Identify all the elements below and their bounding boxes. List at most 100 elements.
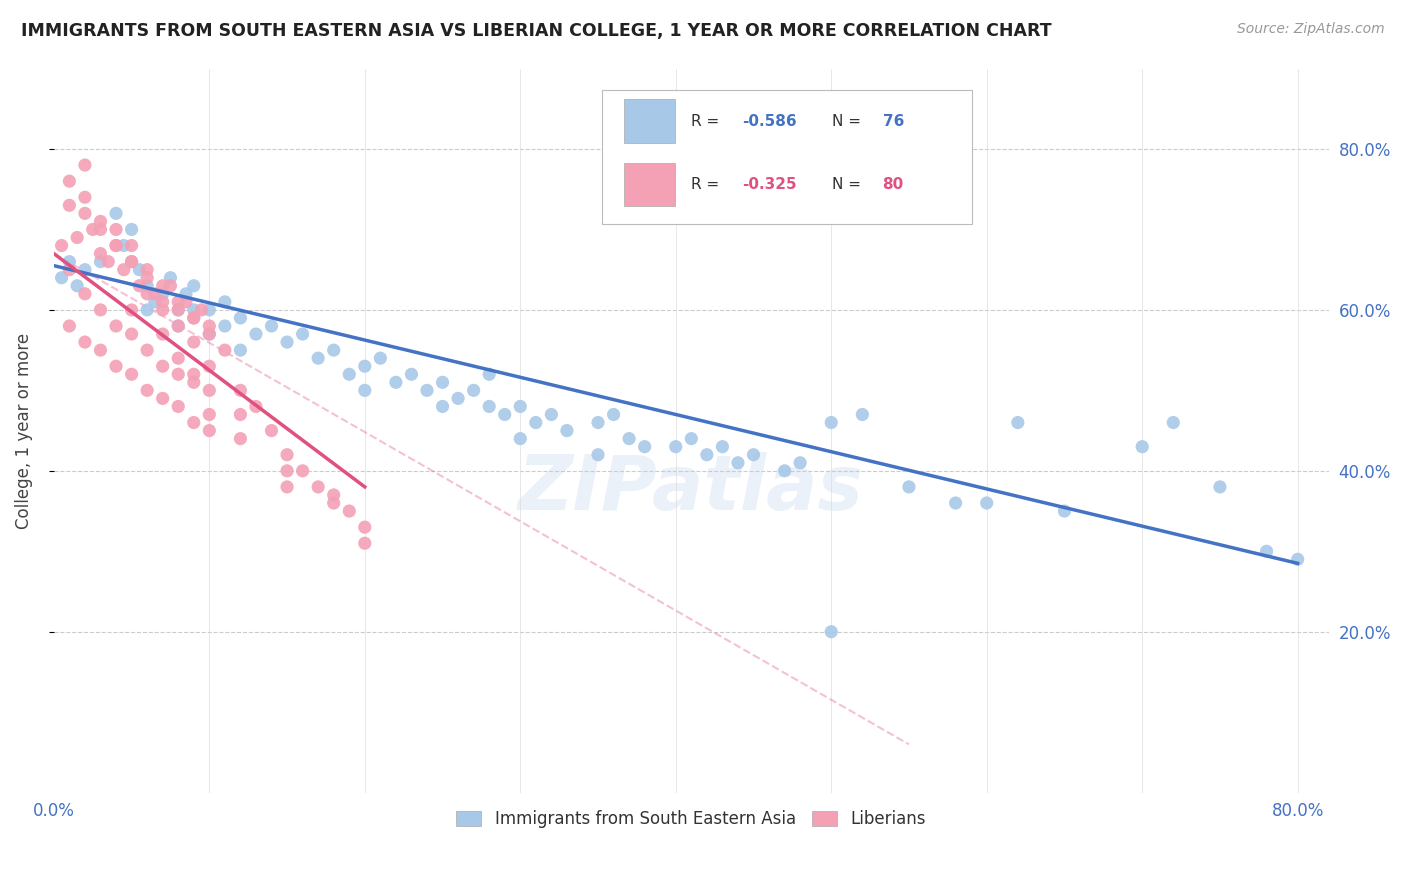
Point [198, 384, 221, 398]
Point [555, 424, 578, 438]
Point [136, 262, 159, 277]
Point [401, 368, 423, 382]
Point [73, 158, 96, 172]
Text: IMMIGRANTS FROM SOUTH EASTERN ASIA VS LIBERIAN COLLEGE, 1 YEAR OR MORE CORRELATI: IMMIGRANTS FROM SOUTH EASTERN ASIA VS LI… [21, 22, 1052, 40]
Point [198, 318, 221, 333]
Point [337, 368, 360, 382]
Point [696, 448, 718, 462]
Point [89, 214, 111, 228]
Point [276, 334, 298, 349]
Point [353, 536, 375, 550]
Point [89, 246, 111, 260]
Point [245, 400, 267, 414]
Point [89, 254, 111, 268]
Point [105, 206, 128, 220]
Point [89, 343, 111, 358]
Point [112, 238, 135, 252]
Point [524, 416, 547, 430]
Point [773, 464, 796, 478]
Point [1161, 416, 1184, 430]
Point [540, 408, 562, 422]
FancyBboxPatch shape [624, 162, 675, 206]
Point [337, 504, 360, 518]
Text: R =: R = [692, 177, 724, 192]
Point [73, 206, 96, 220]
Point [136, 278, 159, 293]
Point [136, 343, 159, 358]
Point [198, 326, 221, 341]
Point [143, 286, 166, 301]
Point [478, 368, 501, 382]
Point [73, 190, 96, 204]
Point [167, 294, 190, 309]
Point [73, 262, 96, 277]
Point [121, 326, 143, 341]
Point [152, 326, 174, 341]
Point [463, 384, 485, 398]
Point [820, 416, 842, 430]
Point [291, 464, 314, 478]
Point [727, 456, 749, 470]
Point [1209, 480, 1232, 494]
Point [174, 294, 197, 309]
Point [152, 278, 174, 293]
Point [478, 400, 501, 414]
Point [183, 278, 205, 293]
Point [229, 310, 252, 325]
Point [198, 408, 221, 422]
Point [136, 302, 159, 317]
Point [214, 294, 236, 309]
Point [73, 286, 96, 301]
Point [136, 384, 159, 398]
Point [665, 440, 688, 454]
Point [152, 392, 174, 406]
Point [634, 440, 657, 454]
Point [183, 302, 205, 317]
Point [229, 408, 252, 422]
Point [198, 424, 221, 438]
Point [97, 254, 120, 268]
Point [276, 480, 298, 494]
Point [183, 310, 205, 325]
Text: 80: 80 [883, 177, 904, 192]
Point [167, 368, 190, 382]
Point [711, 440, 734, 454]
Point [322, 496, 344, 510]
Point [159, 278, 181, 293]
Point [432, 400, 454, 414]
Point [66, 230, 89, 244]
Point [976, 496, 998, 510]
Point [820, 624, 842, 639]
Point [322, 488, 344, 502]
Point [105, 359, 128, 374]
Text: R =: R = [692, 113, 724, 128]
Point [121, 238, 143, 252]
FancyBboxPatch shape [602, 90, 972, 224]
Text: Source: ZipAtlas.com: Source: ZipAtlas.com [1237, 22, 1385, 37]
Point [136, 286, 159, 301]
Point [105, 238, 128, 252]
Point [190, 302, 212, 317]
Point [51, 270, 73, 285]
Text: N =: N = [831, 113, 866, 128]
Point [121, 368, 143, 382]
Point [307, 351, 329, 366]
Point [1130, 440, 1153, 454]
Point [353, 384, 375, 398]
Point [742, 448, 765, 462]
Point [159, 270, 181, 285]
Point [152, 286, 174, 301]
Point [198, 359, 221, 374]
Point [143, 294, 166, 309]
Point [447, 392, 470, 406]
Point [167, 400, 190, 414]
Point [152, 294, 174, 309]
Point [276, 464, 298, 478]
Point [167, 302, 190, 317]
Point [58, 254, 80, 268]
Point [121, 254, 143, 268]
Point [602, 408, 624, 422]
Point [198, 302, 221, 317]
Point [183, 416, 205, 430]
Point [183, 376, 205, 390]
